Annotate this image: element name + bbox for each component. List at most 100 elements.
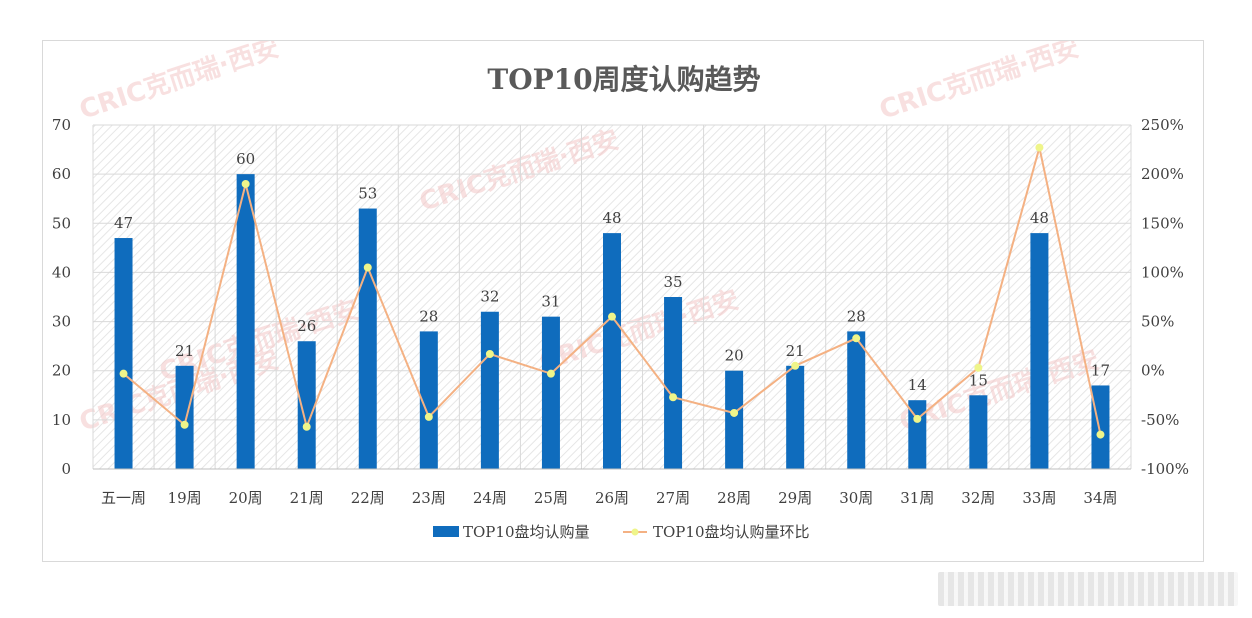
line-series <box>119 143 1105 439</box>
bar-value-label: 21 <box>786 342 805 360</box>
bar <box>786 365 805 469</box>
x-tick-label: 27周 <box>656 489 690 507</box>
y-tick-label: 50 <box>52 214 71 232</box>
bar-value-label: 48 <box>602 209 621 227</box>
bar <box>664 297 683 469</box>
x-tick-label: 21周 <box>290 489 324 507</box>
line-point <box>730 408 739 417</box>
y-tick-label: 0 <box>61 460 71 478</box>
bar <box>297 341 316 469</box>
line-point <box>852 334 861 343</box>
y-tick-label: 60 <box>52 165 71 183</box>
legend-line-label: TOP10盘均认购量环比 <box>653 523 809 541</box>
x-tick-label: 34周 <box>1083 489 1117 507</box>
watermark-text: CRIC克而瑞·西安 <box>76 41 283 126</box>
line-point <box>180 420 189 429</box>
line-point <box>608 312 616 321</box>
bar <box>603 233 621 469</box>
y-axis-right: -100% -50% 0% 50% 100% 150% 200% 250% <box>1141 116 1189 478</box>
x-tick-label: 30周 <box>839 489 873 507</box>
bar <box>114 238 133 469</box>
bar-value-label: 48 <box>1030 209 1049 227</box>
y2-tick-label: -100% <box>1141 460 1189 478</box>
y-tick-label: 10 <box>52 411 71 429</box>
legend: TOP10盘均认购量 TOP10盘均认购量环比 <box>433 523 809 541</box>
bar-value-label: 53 <box>358 185 377 203</box>
bar <box>725 370 744 469</box>
bar <box>1091 385 1110 469</box>
legend-line-marker <box>631 528 639 536</box>
y-tick-label: 20 <box>52 362 71 380</box>
bar-series <box>114 174 1110 470</box>
bar-value-label: 26 <box>297 317 316 335</box>
x-tick-label: 28周 <box>717 489 751 507</box>
x-tick-label: 32周 <box>961 489 995 507</box>
bar-data-labels: 47 21 60 26 53 28 32 31 48 35 20 21 28 14 15 48 17 <box>114 150 1110 394</box>
x-tick-label: 19周 <box>168 489 202 507</box>
watermark-text: CRIC克而瑞·西安 <box>876 41 1083 126</box>
footer-decoration <box>938 572 1238 606</box>
bar <box>847 331 866 469</box>
bar <box>1030 233 1049 469</box>
x-tick-label: 29周 <box>778 489 812 507</box>
chart-svg: CRIC克而瑞·西安CRIC克而瑞·西安CRIC克而瑞·西安CRIC克而瑞·西安… <box>52 41 1189 541</box>
line-point <box>363 263 372 272</box>
chart-frame: CRIC克而瑞·西安 CRIC克而瑞·西安 CRIC克而瑞·西安 CRIC克而瑞·西安… <box>42 40 1204 562</box>
y-axis-left: 0 10 20 30 40 50 60 70 <box>52 116 71 478</box>
line-point <box>974 363 983 372</box>
x-tick-label: 25周 <box>534 489 568 507</box>
bar-value-label: 15 <box>969 371 988 389</box>
line-point <box>485 350 494 359</box>
line-point <box>119 369 128 378</box>
bar <box>419 331 438 469</box>
legend-bar-swatch <box>433 526 459 537</box>
y2-tick-label: 0% <box>1141 362 1165 380</box>
line-point <box>424 412 433 421</box>
bar-value-label: 32 <box>480 288 499 306</box>
bar-value-label: 21 <box>175 342 194 360</box>
line-point <box>1096 430 1105 439</box>
y2-tick-label: 250% <box>1141 116 1184 134</box>
y2-tick-label: 200% <box>1141 165 1184 183</box>
y2-tick-label: 100% <box>1141 263 1184 281</box>
y2-tick-label: 150% <box>1141 214 1184 232</box>
line-point <box>913 414 922 423</box>
x-tick-label: 22周 <box>351 489 385 507</box>
bar <box>969 395 988 469</box>
bar-value-label: 35 <box>664 273 683 291</box>
bar-value-label: 28 <box>419 307 438 325</box>
y2-tick-label: 50% <box>1141 313 1174 331</box>
y-tick-label: 40 <box>52 263 71 281</box>
bar-value-label: 28 <box>847 307 866 325</box>
x-tick-label: 23周 <box>412 489 446 507</box>
line-point <box>791 361 800 370</box>
bar <box>358 208 377 470</box>
chart-title: TOP10周度认购趋势 <box>487 63 760 96</box>
bar-value-label: 60 <box>236 150 255 168</box>
y-tick-label: 70 <box>52 116 71 134</box>
bar-value-label: 17 <box>1091 361 1110 379</box>
bar <box>541 316 560 469</box>
bar <box>175 365 194 469</box>
line-point <box>302 422 311 431</box>
line-point <box>546 369 555 378</box>
x-tick-label: 33周 <box>1022 489 1056 507</box>
bar-value-label: 20 <box>725 347 744 365</box>
y-tick-label: 30 <box>52 313 71 331</box>
bar-value-label: 47 <box>114 214 133 232</box>
x-tick-label: 26周 <box>595 489 629 507</box>
line-point <box>241 179 250 188</box>
bar <box>236 174 255 469</box>
x-tick-label: 20周 <box>229 489 263 507</box>
x-tick-label: 24周 <box>473 489 507 507</box>
bar-value-label: 14 <box>908 376 927 394</box>
x-tick-label: 31周 <box>900 489 934 507</box>
line-point <box>669 393 678 402</box>
x-axis: 五一周 19周 20周 21周 22周 23周 24周 25周 26周 27周 28周 29周 30周 3… <box>93 468 1131 507</box>
bar <box>908 400 927 469</box>
x-tick-label: 五一周 <box>101 489 146 507</box>
bar <box>480 311 499 469</box>
y2-tick-label: -50% <box>1141 411 1179 429</box>
bar-value-label: 31 <box>541 293 560 311</box>
line-point <box>1035 143 1044 152</box>
